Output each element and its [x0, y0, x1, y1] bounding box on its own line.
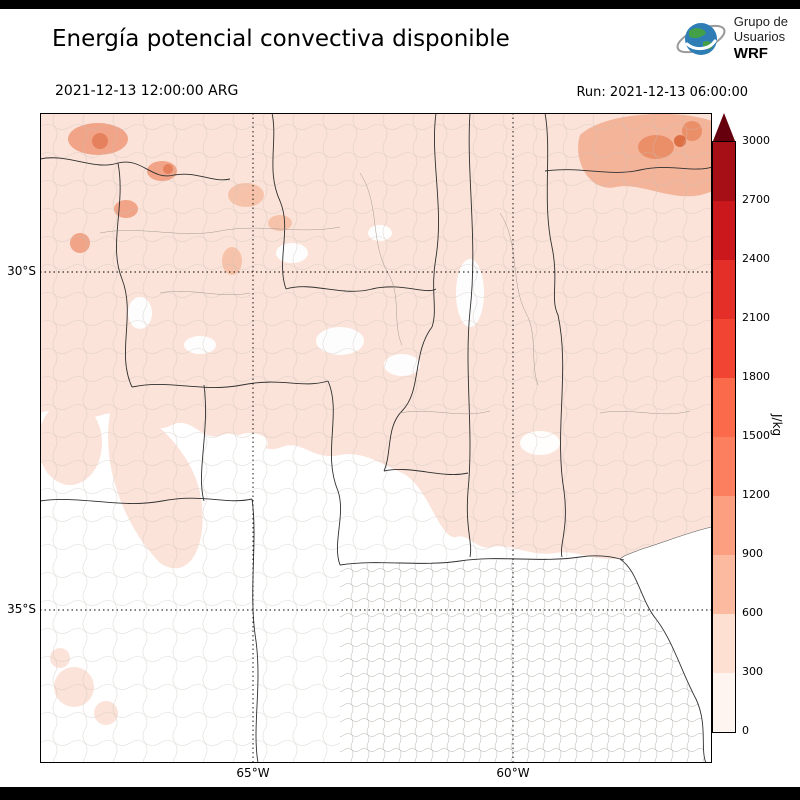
- colorbar-unit-label: J/kg: [770, 414, 784, 437]
- colorbar-tick: 1800: [742, 370, 770, 383]
- minor-boundaries: [99, 172, 691, 415]
- top-border-bar: [0, 0, 800, 9]
- logo-line2: Usuarios: [733, 29, 786, 45]
- colorbar-tick: 2100: [742, 311, 770, 324]
- coastline: [619, 526, 712, 763]
- colorbar-body: [712, 141, 736, 733]
- logo-text: Grupo de Usuarios WRF: [733, 14, 788, 63]
- colorbar-tick: 300: [742, 665, 763, 678]
- colorbar-segment: [713, 437, 735, 496]
- run-time-label: Run: 2021-12-13 06:00:00: [576, 85, 748, 100]
- buenos-aires-departments: [340, 557, 706, 763]
- colorbar-segment: [713, 319, 735, 378]
- globe-icon: [676, 23, 726, 55]
- colorbar-segment: [713, 496, 735, 555]
- colorbar-segment: [713, 673, 735, 732]
- wrf-logo: Grupo de Usuarios WRF: [675, 13, 788, 65]
- colorbar-tick: 900: [742, 547, 763, 560]
- colorbar: [712, 113, 736, 761]
- colorbar-tick: 2400: [742, 252, 770, 265]
- lon-label-60w: 60°W: [496, 766, 530, 780]
- colorbar-arrow-top: [713, 113, 735, 141]
- graticule: [40, 113, 712, 763]
- lon-label-65w: 65°W: [236, 766, 270, 780]
- colorbar-segment: [713, 614, 735, 673]
- colorbar-segment: [713, 378, 735, 437]
- colorbar-segment: [713, 142, 735, 201]
- valid-time-label: 2021-12-13 12:00:00 ARG: [55, 83, 239, 99]
- colorbar-tick: 3000: [742, 134, 770, 147]
- lat-label-30s: 30°S: [7, 264, 36, 278]
- map-frame: [40, 113, 712, 763]
- colorbar-arrow-bottom: [713, 733, 735, 761]
- colorbar-tick: 1500: [742, 429, 770, 442]
- colorbar-segment: [713, 201, 735, 260]
- colorbar-segment: [713, 260, 735, 319]
- bottom-border-bar: [0, 787, 800, 800]
- colorbar-tick: 1200: [742, 488, 770, 501]
- logo-line1: Grupo de: [733, 14, 788, 30]
- logo-line3: WRF: [733, 45, 768, 63]
- colorbar-segment: [713, 555, 735, 614]
- province-boundaries: [40, 113, 712, 763]
- map-canvas: [40, 113, 712, 763]
- colorbar-tick: 600: [742, 606, 763, 619]
- colorbar-tick: 0: [742, 724, 749, 737]
- ocean-water: [620, 527, 712, 763]
- page-title: Energía potencial convectiva disponible: [52, 26, 510, 52]
- lat-label-35s: 35°S: [7, 602, 36, 616]
- cape-map: [40, 113, 712, 763]
- colorbar-tick: 2700: [742, 193, 770, 206]
